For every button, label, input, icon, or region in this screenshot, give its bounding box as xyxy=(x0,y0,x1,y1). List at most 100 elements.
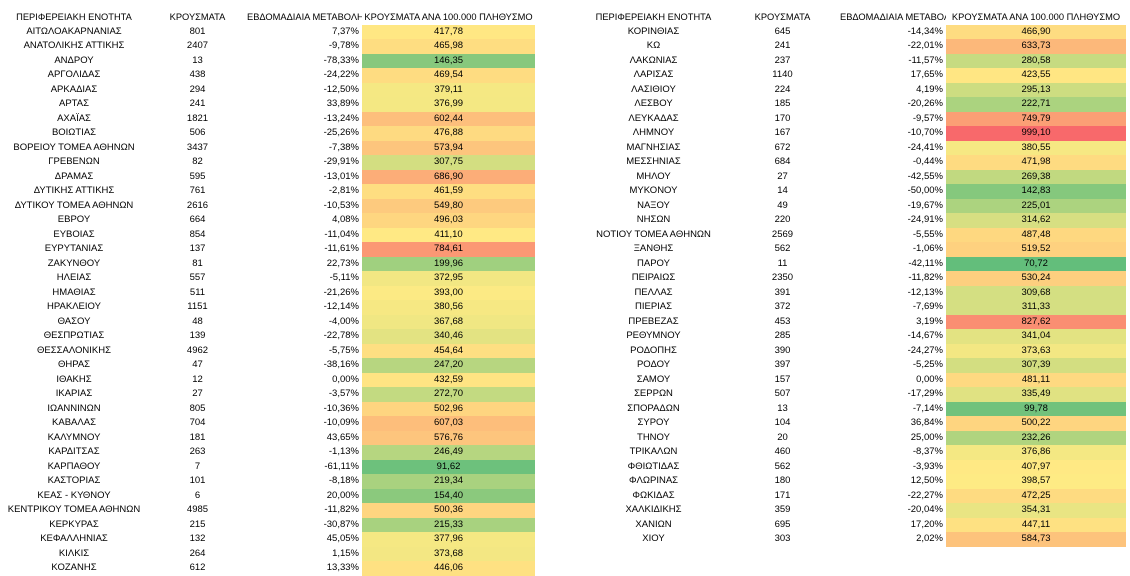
per-100k-cell: 407,97 xyxy=(946,459,1126,474)
region-cell: ΘΑΣΟΥ xyxy=(57,315,91,327)
cases-cell: 684 xyxy=(774,156,791,167)
per-100k-cell: 519,52 xyxy=(946,242,1126,257)
region-cell: ΣΑΜΟΥ xyxy=(636,373,671,385)
cases-cell: 672 xyxy=(774,141,791,153)
weekly-change-cell: -24,22% xyxy=(323,69,359,80)
per-100k-cell: 373,63 xyxy=(946,343,1126,358)
region-cell: ΧΑΝΙΩΝ xyxy=(635,518,672,530)
cases-cell: 137 xyxy=(189,243,206,254)
cases-cell: 562 xyxy=(774,460,791,472)
cases-cell: 1821 xyxy=(186,112,209,124)
weekly-change-cell: -22,27% xyxy=(907,489,943,501)
region-cell: ΔΡΑΜΑΣ xyxy=(54,170,94,182)
region-cell: ΝΟΤΙΟΥ ΤΟΜΕΑ ΑΘΗΝΩΝ xyxy=(596,228,711,240)
weekly-change-cell: -24,91% xyxy=(907,214,943,225)
cases-cell: 695 xyxy=(774,518,791,530)
per-100k-cell: 576,76 xyxy=(362,430,535,445)
per-100k-cell: 446,06 xyxy=(362,561,535,576)
cases-cell: 215 xyxy=(189,518,206,530)
cases-cell: 359 xyxy=(774,504,791,515)
region-cell: ΔΥΤΙΚΗΣ ΑΤΤΙΚΗΣ xyxy=(33,185,115,196)
region-cell: ΦΘΙΩΤΙΔΑΣ xyxy=(627,460,680,472)
per-100k-cell: 633,73 xyxy=(946,39,1126,54)
per-100k-cell: 481,11 xyxy=(946,372,1126,387)
per-100k-cell: 295,13 xyxy=(946,82,1126,97)
cases-cell: 4962 xyxy=(186,344,209,356)
cases-cell: 2616 xyxy=(186,199,209,211)
weekly-change-cell: 33,89% xyxy=(326,98,359,109)
weekly-change-cell: 1,15% xyxy=(332,547,359,559)
per-100k-cell: 222,71 xyxy=(946,97,1126,112)
per-100k-cell: 373,68 xyxy=(362,546,535,561)
region-cell: ΚΟΖΑΝΗΣ xyxy=(51,562,97,573)
weekly-change-cell: -38,16% xyxy=(323,359,359,370)
per-100k-cell: 354,31 xyxy=(946,503,1126,518)
per-100k-cell: 70,72 xyxy=(946,256,1126,271)
cases-cell: 453 xyxy=(774,315,791,327)
cases-cell: 104 xyxy=(774,417,791,428)
cases-cell: 704 xyxy=(189,417,206,428)
cases-cell: 507 xyxy=(774,388,791,399)
cases-cell: 664 xyxy=(189,214,206,225)
region-cell: ΙΚΑΡΙΑΣ xyxy=(55,388,93,399)
weekly-change-cell: -14,34% xyxy=(907,25,943,37)
region-cell: ΒΟΡΕΙΟΥ ΤΟΜΕΑ ΑΘΗΝΩΝ xyxy=(13,141,135,153)
weekly-change-cell: -13,01% xyxy=(323,170,359,182)
cases-cell: 101 xyxy=(189,475,206,486)
cases-cell: 224 xyxy=(774,83,791,95)
header-cases: ΚΡΟΥΣΜΑΤΑ xyxy=(169,12,226,22)
per-100k-cell: 225,01 xyxy=(946,198,1126,213)
cases-cell: 506 xyxy=(189,127,206,138)
region-cell: ΦΩΚΙΔΑΣ xyxy=(632,489,675,501)
per-100k-cell: 341,04 xyxy=(946,329,1126,344)
per-100k-cell: 999,10 xyxy=(946,126,1126,141)
cases-cell: 460 xyxy=(774,446,791,457)
cases-cell: 82 xyxy=(192,156,203,167)
per-100k-cell: 602,44 xyxy=(362,111,535,126)
cases-cell: 805 xyxy=(189,402,206,414)
per-100k-cell: 340,46 xyxy=(362,329,535,344)
region-cell: ΙΩΑΝΝΙΝΩΝ xyxy=(47,402,101,414)
region-cell: ΛΗΜΝΟΥ xyxy=(632,127,675,138)
per-100k-cell: 376,99 xyxy=(362,97,535,112)
cases-cell: 761 xyxy=(189,185,206,196)
weekly-change-cell: -17,29% xyxy=(907,388,943,399)
cases-cell: 48 xyxy=(192,315,203,327)
cases-cell: 180 xyxy=(774,475,791,486)
cases-cell: 511 xyxy=(189,286,206,298)
per-100k-cell: 372,95 xyxy=(362,271,535,286)
per-100k-cell: 379,11 xyxy=(362,82,535,97)
region-cell: ΕΒΡΟΥ xyxy=(57,214,91,225)
cases-cell: 185 xyxy=(774,98,791,109)
cases-cell: 167 xyxy=(774,127,791,138)
region-cell: ΣΠΟΡΑΔΩΝ xyxy=(627,402,680,414)
per-100k-cell: 314,62 xyxy=(946,213,1126,228)
weekly-change-cell: -10,70% xyxy=(907,127,943,138)
region-cell: ΗΛΕΙΑΣ xyxy=(56,272,92,283)
cases-cell: 139 xyxy=(189,330,206,341)
per-100k-cell: 377,96 xyxy=(362,532,535,547)
per-100k-cell: 500,22 xyxy=(946,416,1126,431)
per-100k-cell: 417,78 xyxy=(362,24,535,39)
weekly-change-cell: -25,26% xyxy=(323,127,359,138)
header-weekly-change: ΕΒΔΟΜΑΔΙΑΙΑ ΜΕΤΑΒΟΛΗ xyxy=(840,12,946,22)
per-100k-cell: 142,83 xyxy=(946,184,1126,199)
weekly-change-cell: -29,91% xyxy=(323,156,359,167)
per-100k-cell: 471,98 xyxy=(946,155,1126,170)
region-cell: ΛΑΡΙΣΑΣ xyxy=(633,69,674,80)
weekly-change-cell: -3,57% xyxy=(328,388,359,399)
cases-cell: 27 xyxy=(192,388,203,399)
region-cell: ΛΕΣΒΟΥ xyxy=(634,98,673,109)
cases-cell: 4985 xyxy=(186,504,209,515)
weekly-change-cell: -20,26% xyxy=(907,98,943,109)
region-cell: ΡΟΔΟΥ xyxy=(636,359,671,370)
cases-cell: 14 xyxy=(777,185,788,196)
weekly-change-cell: -10,53% xyxy=(323,199,359,211)
region-cell: ΠΕΛΛΑΣ xyxy=(634,286,673,298)
weekly-change-cell: -9,57% xyxy=(912,112,943,124)
region-cell: ΚΙΛΚΙΣ xyxy=(58,547,90,559)
weekly-change-cell: -50,00% xyxy=(907,185,943,196)
weekly-change-cell: 4,08% xyxy=(332,214,359,225)
weekly-change-cell: -19,67% xyxy=(907,199,943,211)
weekly-change-cell: -11,57% xyxy=(908,54,943,66)
